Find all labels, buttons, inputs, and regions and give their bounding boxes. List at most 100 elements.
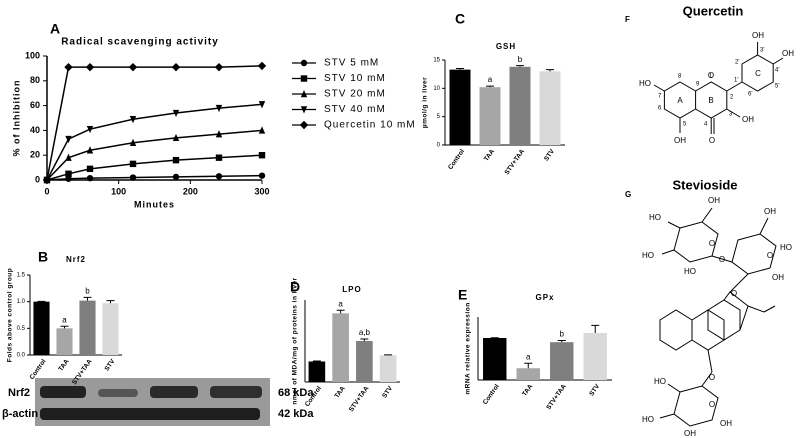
bond xyxy=(729,273,749,293)
atom-number: 6 xyxy=(658,106,662,112)
marker xyxy=(64,62,73,72)
marker xyxy=(65,135,72,144)
atom-label: HO xyxy=(654,377,666,386)
panel-label: A xyxy=(50,21,60,37)
atom-number: 3 xyxy=(729,112,733,118)
x-tick-label: Control xyxy=(447,148,466,171)
marker xyxy=(86,174,94,182)
western-blot: Nrf2 68 kDa β-actin 42 kDa xyxy=(2,378,314,426)
atom-number: 5' xyxy=(775,84,779,90)
chart-title: GPx xyxy=(535,293,554,302)
marker xyxy=(258,152,266,159)
error-bar xyxy=(60,325,69,329)
atom-number: 7 xyxy=(658,94,662,100)
panel-label: C xyxy=(455,11,465,27)
blot-band xyxy=(40,386,86,398)
bond xyxy=(667,383,681,393)
significance-label: b xyxy=(560,330,565,339)
atom-label: OH xyxy=(752,31,764,40)
x-tick-label: 100 xyxy=(111,186,126,196)
error-bar xyxy=(524,362,533,369)
atom-number: 9 xyxy=(696,82,700,88)
atom-label: O xyxy=(719,255,725,264)
line xyxy=(46,129,263,181)
y-tick-label: 0 xyxy=(35,174,40,184)
y-tick-label: 10 xyxy=(433,86,440,92)
chart-title: LPO xyxy=(342,285,361,294)
atom-label: OH xyxy=(674,136,686,145)
quercetin-structure: F Quercetin HO 7 8 9 1 2 1' 2' 3' OH 4' … xyxy=(625,3,794,145)
structure-title: Quercetin xyxy=(683,3,744,18)
error-bar xyxy=(83,296,92,301)
atom-number: 6' xyxy=(748,92,752,98)
atom-label: OH xyxy=(684,429,696,438)
error-bar xyxy=(336,309,345,314)
atom-label: O xyxy=(709,373,715,382)
ring-label: C xyxy=(755,69,761,78)
atom-label: O xyxy=(708,71,714,80)
bar xyxy=(332,313,349,382)
ring-label: A xyxy=(677,96,683,105)
line xyxy=(46,103,263,181)
ring xyxy=(741,54,774,92)
atom-number: 5 xyxy=(683,122,687,128)
significance-label: a xyxy=(62,315,67,324)
error-bar xyxy=(486,85,494,88)
blot-label: Nrf2 xyxy=(8,387,30,399)
marker xyxy=(86,165,94,173)
bond xyxy=(661,249,675,255)
marker xyxy=(128,62,138,72)
y-tick-label: 100 xyxy=(25,50,40,60)
atom-number: 2' xyxy=(735,60,739,66)
chart-title: Radical scavenging activity xyxy=(61,37,219,48)
bar xyxy=(56,328,73,355)
bond xyxy=(772,57,784,65)
chart-title: Nrf2 xyxy=(66,255,86,264)
atom-label: HO xyxy=(684,267,696,276)
bond xyxy=(653,84,665,92)
marker xyxy=(215,104,223,113)
bar xyxy=(102,303,119,355)
marker xyxy=(257,61,267,71)
atom-label: O xyxy=(709,239,715,248)
blot-size: 68 kDa xyxy=(278,387,314,399)
legend-marker xyxy=(300,75,308,82)
atom-label: HO xyxy=(642,251,654,260)
x-tick-label: TAA xyxy=(521,383,534,398)
blot-size: 42 kDa xyxy=(278,408,314,420)
atom-label: O xyxy=(731,289,737,298)
blot-label: β-actin xyxy=(2,408,38,420)
atom-label: OH xyxy=(742,115,754,124)
marker xyxy=(129,174,137,181)
marker xyxy=(172,156,180,164)
y-tick-label: 15 xyxy=(433,58,440,64)
x-tick-label: 200 xyxy=(183,186,198,196)
y-tick-label: 1.5 xyxy=(17,273,26,279)
bond xyxy=(726,81,743,92)
error-bar xyxy=(546,69,554,72)
marker xyxy=(215,173,223,180)
marker xyxy=(129,160,137,168)
x-tick-label: 0 xyxy=(44,186,49,196)
structure-title: Stevioside xyxy=(672,177,737,192)
y-axis-label: mRNA relative expression xyxy=(465,302,472,394)
x-tick-label: TAA xyxy=(334,385,347,400)
bond xyxy=(667,221,681,229)
legend-label: STV 10 mM xyxy=(324,73,386,84)
x-tick-label: STV xyxy=(588,383,601,398)
y-tick-label: 80 xyxy=(30,75,40,85)
error-bar xyxy=(516,65,524,67)
panel-label: D xyxy=(290,279,300,295)
ring xyxy=(723,291,749,331)
ring xyxy=(659,309,693,351)
bond xyxy=(747,305,765,313)
bar xyxy=(356,341,373,382)
atom-label: OH xyxy=(708,196,720,205)
marker xyxy=(258,101,266,109)
panel-label: G xyxy=(625,190,631,199)
bar xyxy=(79,300,96,355)
chart-title: GSH xyxy=(496,42,516,51)
x-axis-label: Minutes xyxy=(134,199,175,209)
error-bar xyxy=(456,68,464,70)
atom-number: 2 xyxy=(730,95,734,101)
